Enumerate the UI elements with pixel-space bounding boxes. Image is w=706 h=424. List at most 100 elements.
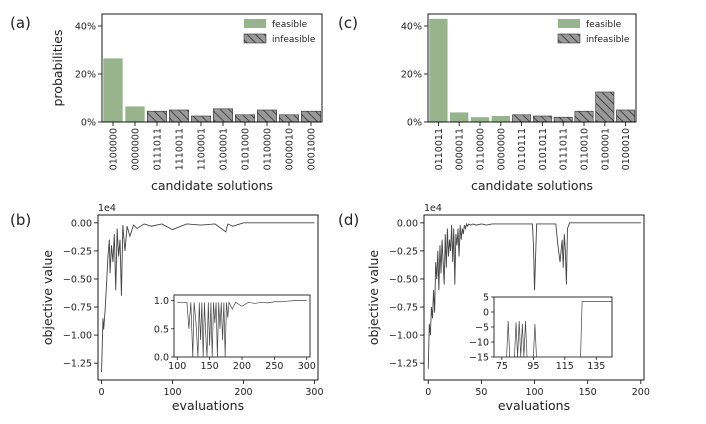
chart-a-bar: 0100000 0000000 0111011 1110011 1100001 01000… bbox=[50, 13, 323, 193]
plot-frame-d bbox=[423, 214, 645, 381]
xlabel-a: candidate solutions bbox=[151, 178, 273, 193]
xtick-label-c-4: 0110111 bbox=[517, 128, 528, 170]
inset-ytick-label-d-2: −5 bbox=[475, 323, 489, 334]
ytick-label-b-5: −1.25 bbox=[63, 359, 92, 370]
legend-swatch-feasible-a bbox=[244, 19, 266, 28]
ytick-label-a-0: 0% bbox=[81, 118, 96, 129]
bar-c-4 bbox=[512, 114, 532, 123]
legend-label-feasible-c: feasible bbox=[586, 20, 622, 30]
bar-a-5 bbox=[213, 108, 233, 123]
plot-frame-c bbox=[427, 13, 637, 123]
ytick-label-b-4: −1.00 bbox=[63, 331, 92, 342]
xtick-label-d-2: 100 bbox=[525, 387, 543, 398]
ytick-label-c-2: 40% bbox=[401, 22, 422, 33]
ytick-label-b-2: −0.50 bbox=[63, 274, 92, 285]
panel-label-b: (b) bbox=[10, 211, 31, 229]
legend-label-feasible-a: feasible bbox=[272, 20, 308, 30]
inset-xtick-label-d-2: 115 bbox=[556, 361, 574, 372]
ytick-label-b-1: −0.25 bbox=[63, 246, 92, 257]
xtick-label-a-3: 1110011 bbox=[175, 128, 186, 170]
inset-xtick-label-b-0: 100 bbox=[168, 361, 186, 372]
series-line-d bbox=[427, 222, 641, 369]
xtick-label-a-0: 0100000 bbox=[109, 128, 120, 170]
bar-c-8 bbox=[595, 91, 615, 123]
offset-label-d: 1e4 bbox=[424, 203, 442, 214]
ytick-label-b-3: −0.75 bbox=[63, 303, 92, 314]
xtick-label-c-5: 0101011 bbox=[538, 128, 549, 170]
legend-label-infeasible-c: infeasible bbox=[586, 35, 630, 45]
bar-a-2 bbox=[147, 110, 167, 123]
plot-frame-b bbox=[97, 214, 319, 381]
xlabel-d: evaluations bbox=[498, 398, 570, 413]
inset-xtick-label-b-2: 200 bbox=[233, 361, 251, 372]
bar-a-8 bbox=[279, 114, 299, 123]
ytick-label-b-0: 0.00 bbox=[71, 218, 92, 229]
bar-a-3 bbox=[169, 109, 189, 123]
chart-c-bar: 0110011 0000011 0110000 0000000 0110111 01010… bbox=[401, 13, 637, 193]
legend-swatch-feasible-c bbox=[558, 19, 580, 28]
xtick-label-a-9: 0001000 bbox=[307, 128, 318, 170]
ylabel-b: objective value bbox=[40, 250, 55, 346]
ytick-label-c-0: 0% bbox=[407, 118, 422, 129]
xtick-label-d-4: 200 bbox=[632, 387, 650, 398]
xtick-label-b-0: 0 bbox=[99, 387, 105, 398]
inset-frame-b bbox=[173, 294, 311, 358]
xtick-label-c-3: 0000000 bbox=[496, 128, 507, 170]
ytick-label-d-1: −0.25 bbox=[389, 246, 418, 257]
ytick-label-d-5: −1.25 bbox=[389, 359, 418, 370]
xtick-label-d-1: 50 bbox=[475, 387, 487, 398]
bar-a-9 bbox=[301, 110, 321, 123]
xtick-label-b-3: 300 bbox=[305, 387, 323, 398]
ytick-label-d-3: −0.75 bbox=[389, 303, 418, 314]
xtick-label-a-1: 0000000 bbox=[131, 128, 142, 170]
xtick-label-a-7: 0110000 bbox=[263, 128, 274, 170]
xtick-label-b-2: 200 bbox=[234, 387, 252, 398]
xtick-label-d-0: 0 bbox=[425, 387, 431, 398]
xtick-label-a-2: 0111011 bbox=[153, 128, 164, 170]
bar-c-5 bbox=[532, 115, 552, 123]
inset-xtick-label-d-0: 75 bbox=[496, 361, 508, 372]
ytick-label-d-0: 0.00 bbox=[397, 218, 418, 229]
bar-c-0 bbox=[429, 18, 448, 122]
xtick-label-d-3: 150 bbox=[579, 387, 597, 398]
inset-xtick-label-d-3: 135 bbox=[587, 361, 605, 372]
ylabel-a: probabilities bbox=[50, 30, 65, 107]
xtick-label-b-1: 100 bbox=[163, 387, 181, 398]
ytick-label-d-4: −1.00 bbox=[389, 331, 418, 342]
inset-ytick-label-d-0: 5 bbox=[483, 293, 489, 304]
inset-ytick-label-b-1: 0.5 bbox=[154, 324, 169, 335]
inset-xtick-label-b-4: 300 bbox=[298, 361, 316, 372]
bar-c-1 bbox=[450, 112, 469, 122]
inset-ytick-label-b-0: 0.0 bbox=[154, 353, 169, 364]
xtick-label-a-4: 1100001 bbox=[197, 128, 208, 170]
xtick-label-a-6: 0101000 bbox=[241, 128, 252, 170]
xtick-label-c-8: 0100001 bbox=[600, 128, 611, 170]
panel-label-a: (a) bbox=[10, 14, 31, 32]
inset-series-line-d bbox=[494, 301, 612, 358]
inset-frame-d bbox=[493, 296, 613, 358]
bar-c-6 bbox=[553, 116, 573, 123]
bar-a-6 bbox=[235, 114, 255, 123]
bar-c-7 bbox=[574, 110, 594, 123]
ytick-label-a-2: 40% bbox=[75, 22, 96, 33]
bar-a-0 bbox=[103, 58, 123, 122]
ytick-label-c-1: 20% bbox=[401, 70, 422, 81]
xtick-label-a-5: 0100001 bbox=[219, 128, 230, 170]
panel-label-d: (d) bbox=[338, 211, 359, 229]
xtick-label-c-1: 0000011 bbox=[455, 128, 466, 170]
xtick-label-c-9: 0100010 bbox=[621, 128, 632, 170]
chart-d-line: 0 50 100 150 2000.00−0.25−0.50−0.75−1.00−1.2… bbox=[366, 203, 650, 413]
plot-frame-a bbox=[101, 13, 323, 123]
bar-c-2 bbox=[470, 117, 490, 122]
inset-ytick-label-d-4: −15 bbox=[469, 353, 489, 364]
inset-ytick-label-d-3: −10 bbox=[469, 338, 489, 349]
bar-a-1 bbox=[125, 106, 145, 122]
ytick-label-a-1: 20% bbox=[75, 70, 96, 81]
inset-series-line-b bbox=[177, 300, 307, 358]
panel-label-c: (c) bbox=[338, 14, 358, 32]
bar-c-3 bbox=[491, 116, 510, 122]
ylabel-d: objective value bbox=[366, 250, 381, 346]
inset-xtick-label-d-1: 95 bbox=[527, 361, 539, 372]
legend-label-infeasible-a: infeasible bbox=[272, 35, 316, 45]
